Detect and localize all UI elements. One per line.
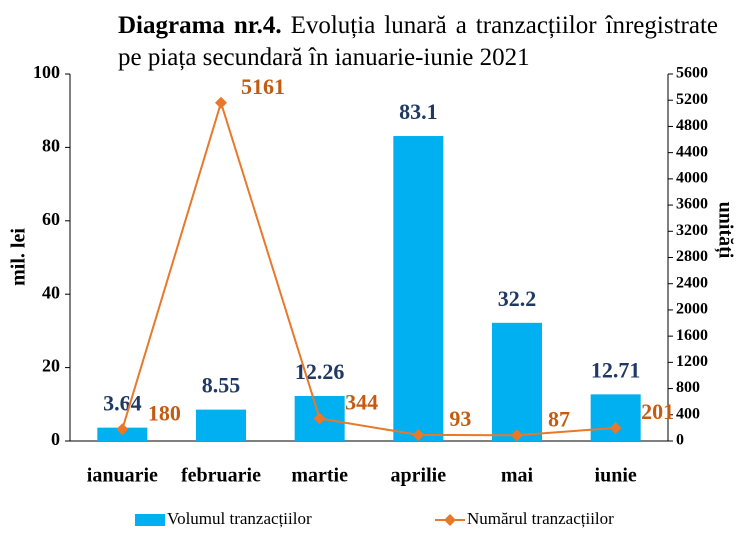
x-tick-label: februarie [181, 465, 261, 487]
y2-tick-label: 400 [676, 405, 700, 422]
bar-value-label: 12.71 [591, 357, 641, 382]
y2-tick-label: 800 [676, 379, 700, 396]
line-value-label: 180 [148, 400, 181, 425]
chart-title: Diagrama nr.4. Evoluția lunară a tranzac… [118, 10, 718, 74]
y-tick-label: 100 [33, 62, 60, 82]
legend-label: Volumul tranzacțiilor [167, 509, 312, 528]
y2-tick-label: 4000 [676, 170, 708, 187]
y-tick-label: 80 [42, 136, 60, 156]
y2-tick-label: 3200 [676, 222, 708, 239]
line-marker [412, 428, 425, 441]
y2-tick-label: 2800 [676, 248, 708, 265]
y2-tick-label: 4800 [676, 117, 708, 134]
line-value-label: 87 [548, 406, 570, 431]
y2-tick-label: 3600 [676, 196, 708, 213]
legend-swatch [135, 514, 165, 526]
y2-tick-label: 5600 [676, 65, 708, 82]
line-value-label: 93 [449, 406, 471, 431]
y2-tick-label: 2000 [676, 301, 708, 318]
bar-value-label: 3.64 [103, 391, 142, 416]
bar [393, 136, 444, 441]
y2-tick-label: 1600 [676, 327, 708, 344]
x-tick-label: ianuarie [87, 465, 158, 487]
bar [196, 409, 246, 441]
y2-tick-label: 2400 [676, 274, 708, 291]
line-marker [215, 96, 227, 109]
line-marker [609, 421, 622, 434]
bar-value-label: 32.2 [498, 286, 537, 311]
y-tick-label: 60 [42, 209, 60, 229]
y-tick-label: 20 [42, 356, 60, 376]
y-tick-label: 40 [42, 282, 60, 302]
y2-tick-label: 4400 [676, 143, 708, 160]
line-marker [313, 412, 326, 425]
line-value-label: 344 [345, 390, 378, 415]
y2-tick-label: 1200 [676, 353, 708, 370]
y2-axis-label: unități [713, 202, 736, 259]
y2-tick-label: 5200 [676, 91, 708, 108]
x-tick-label: iunie [595, 465, 637, 487]
bar [590, 394, 641, 441]
line-value-label: 5161 [241, 74, 285, 99]
legend-marker [444, 514, 456, 526]
bar-value-label: 8.55 [202, 373, 241, 398]
title-text: Evoluția lunară a tranzacțiilor înregist… [118, 12, 718, 71]
line [121, 99, 616, 437]
bar [492, 322, 542, 441]
bar-value-label: 83.1 [399, 99, 438, 124]
y2-tick-label: 0 [676, 432, 684, 449]
title-label: Diagrama nr.4. [118, 12, 282, 39]
x-tick-label: aprilie [391, 465, 447, 487]
legend-label: Numărul tranzacțiilor [467, 509, 614, 528]
line-marker [116, 423, 129, 436]
x-tick-label: mai [501, 465, 534, 487]
y-tick-label: 0 [51, 429, 60, 449]
y-axis-label: mil. lei [8, 228, 30, 286]
line-value-label: 201 [641, 399, 674, 424]
x-tick-label: martie [291, 465, 348, 487]
line-marker [511, 429, 523, 442]
